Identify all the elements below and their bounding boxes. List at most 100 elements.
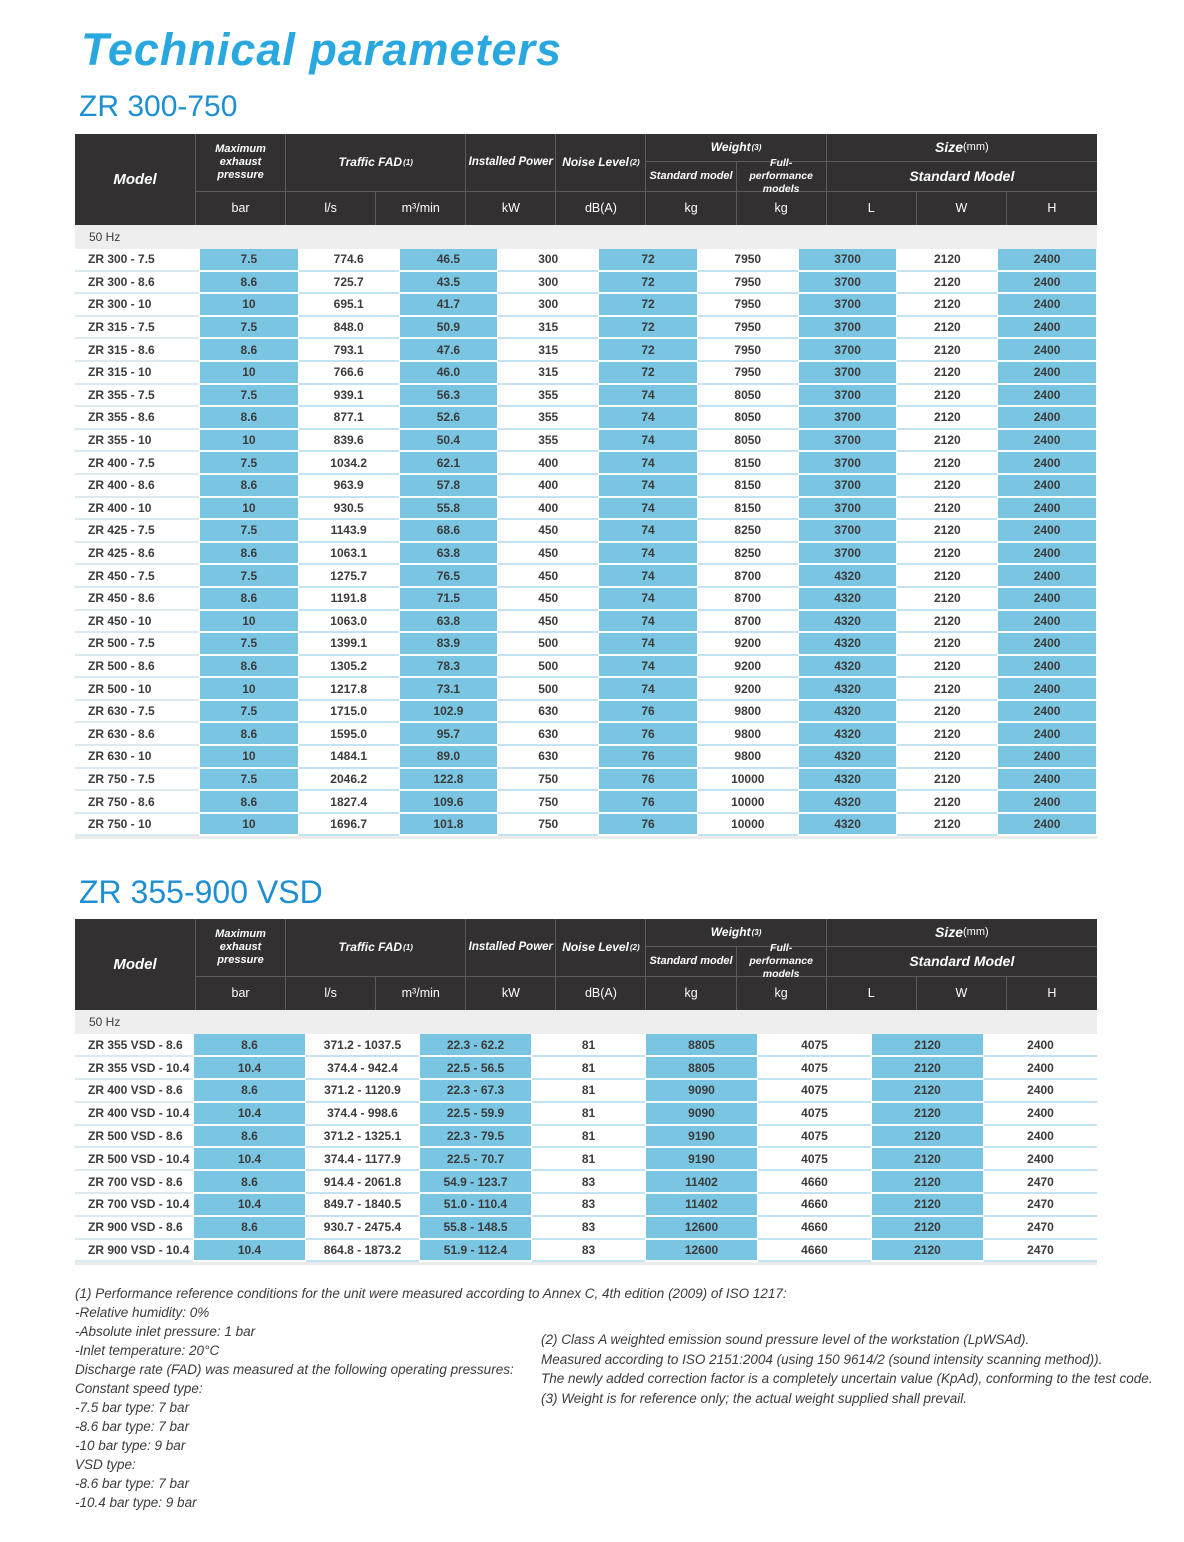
value-cell: 2400 [997,768,1097,792]
unit-width: W [917,977,1007,1011]
value-cell: 2400 [997,746,1097,769]
value-cell: 2400 [997,316,1097,340]
value-cell: 9090 [645,1080,758,1103]
value-cell: 2120 [897,542,998,566]
value-cell: 2400 [984,1080,1097,1103]
footnotes-left-column: (1) Performance reference conditions for… [75,1284,787,1512]
table-row: ZR 500 VSD - 10.4 10.4 374.4 - 1177.9 22.5 … [75,1148,1097,1172]
value-cell: 2470 [984,1171,1097,1195]
value-cell: 4320 [797,813,898,837]
value-cell: 939.1 [298,384,399,408]
table-row: ZR 315 - 10 10 766.6 46.0 315 72 7950 3700 2120 2… [75,361,1097,385]
value-cell: 50.9 [398,316,499,340]
value-cell: 7.5 [199,768,299,792]
value-cell: 4320 [797,723,898,747]
value-cell: 22.3 - 62.2 [419,1034,532,1058]
unit-bar: bar [196,977,287,1011]
value-cell: 76 [598,768,698,792]
unit-bar: bar [196,192,287,225]
value-cell: 355 [498,407,599,430]
value-cell: 8.6 [193,1125,306,1149]
value-cell: 12600 [645,1216,758,1240]
table-header: Model Maximum exhaust pressure Traffic F… [75,919,1097,1011]
value-cell: 73.1 [398,678,499,701]
value-cell: 72 [598,361,698,385]
value-cell: 355 [498,429,599,453]
value-cell: 12600 [645,1239,758,1263]
table-row: ZR 315 - 8.6 8.6 793.1 47.6 315 72 7950 3700 212… [75,339,1097,362]
value-cell: 9190 [645,1125,758,1149]
value-cell: 10.4 [193,1148,306,1172]
model-cell: ZR 400 - 10 [75,497,199,521]
value-cell: 72 [598,249,698,272]
value-cell: 7.5 [199,520,299,543]
value-cell: 10000 [697,768,798,792]
footnotes-right-column: (2) Class A weighted emission sound pres… [541,1330,1160,1512]
value-cell: 51.9 - 112.4 [419,1239,532,1263]
page: Technical parameters ZR 300-750 Model Ma… [0,24,1184,1542]
value-cell: 76 [598,813,698,837]
value-cell: 9090 [645,1102,758,1126]
value-cell: 750 [498,768,599,792]
value-cell: 2120 [897,294,998,317]
value-cell: 7950 [697,316,798,340]
value-cell: 83 [532,1194,645,1217]
value-cell: 81 [532,1034,645,1058]
model-cell: ZR 750 - 8.6 [75,791,199,814]
section-heading-zr300-750: ZR 300-750 [79,90,238,123]
footnote-ref-1: (1) [403,942,413,952]
model-cell: ZR 355 - 7.5 [75,384,199,408]
value-cell: 8700 [697,565,798,588]
value-cell: 2120 [897,361,998,385]
value-cell: 63.8 [398,610,499,634]
value-cell: 355 [498,384,599,408]
model-cell: ZR 450 - 7.5 [75,565,199,588]
value-cell: 2120 [897,452,998,475]
value-cell: 9200 [697,655,798,679]
unit-kg-standard: kg [646,192,737,225]
value-cell: 2400 [997,339,1097,362]
value-cell: 2120 [897,474,998,498]
model-cell: ZR 315 - 8.6 [75,339,199,362]
value-cell: 4075 [758,1080,871,1103]
value-cell: 848.0 [298,316,399,340]
value-cell: 74 [598,474,698,498]
value-cell: 4075 [758,1057,871,1081]
value-cell: 10.4 [193,1194,306,1217]
value-cell: 930.7 - 2475.4 [306,1216,419,1240]
value-cell: 3700 [797,497,898,521]
value-cell: 4075 [758,1034,871,1058]
table-row: ZR 425 - 7.5 7.5 1143.9 68.6 450 74 8250 3700 21… [75,520,1097,543]
value-cell: 2400 [997,384,1097,408]
size-unit-label: (mm) [963,141,989,153]
model-cell: ZR 500 VSD - 10.4 [75,1148,193,1172]
footnote-line: Constant speed type: [75,1381,203,1397]
model-cell: ZR 355 VSD - 10.4 [75,1057,193,1081]
value-cell: 8.6 [199,655,299,679]
value-cell: 4320 [797,768,898,792]
value-cell: 8.6 [193,1034,306,1058]
value-cell: 3700 [797,474,898,498]
table-row: ZR 355 VSD - 10.4 10.4 374.4 - 942.4 22.5 -… [75,1057,1097,1081]
value-cell: 89.0 [398,746,499,769]
value-cell: 8.6 [199,723,299,747]
value-cell: 1063.1 [298,542,399,566]
value-cell: 914.4 - 2061.8 [306,1171,419,1195]
value-cell: 101.8 [398,813,499,837]
value-cell: 2120 [897,587,998,611]
page-title: Technical parameters [81,24,563,75]
value-cell: 3700 [797,316,898,340]
table-row: ZR 700 VSD - 8.6 8.6 914.4 - 2061.8 54.9 - … [75,1171,1097,1195]
value-cell: 76.5 [398,565,499,588]
value-cell: 371.2 - 1325.1 [306,1125,419,1149]
model-cell: ZR 400 VSD - 10.4 [75,1102,193,1126]
value-cell: 8050 [697,407,798,430]
value-cell: 71.5 [398,587,499,611]
value-cell: 10000 [697,813,798,837]
value-cell: 766.6 [298,361,399,385]
footnote-line: -Absolute inlet pressure: 1 bar [75,1324,256,1340]
table-row: ZR 425 - 8.6 8.6 1063.1 63.8 450 74 8250 3700 21… [75,542,1097,566]
value-cell: 1217.8 [298,678,399,701]
value-cell: 2400 [984,1102,1097,1126]
value-cell: 9800 [697,700,798,724]
